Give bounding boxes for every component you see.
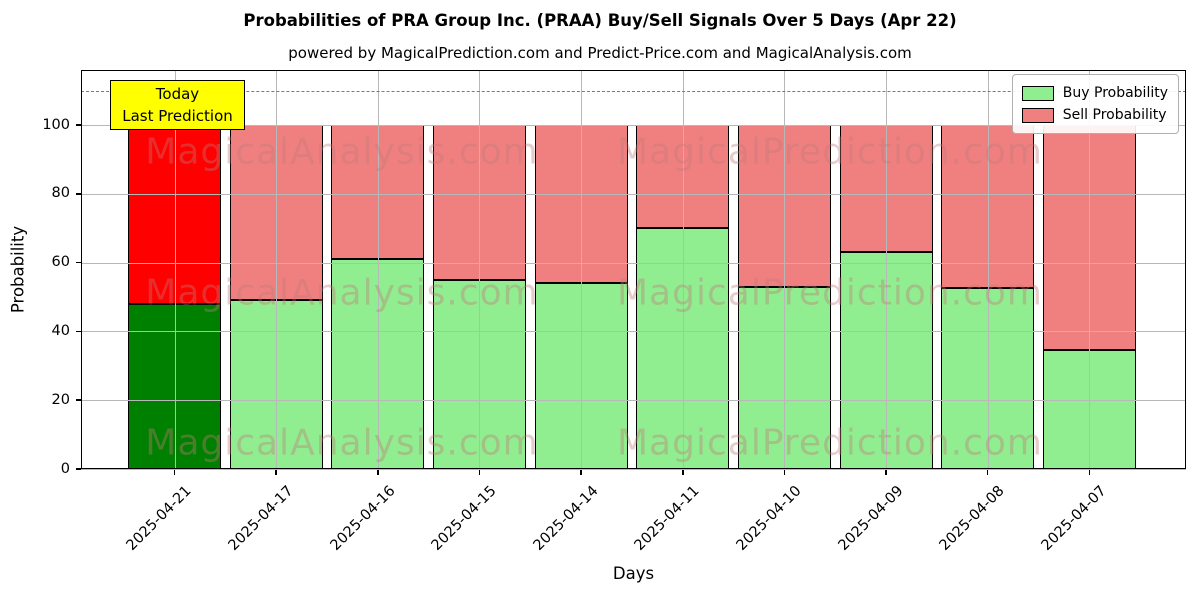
- legend-swatch: [1021, 107, 1054, 123]
- v-gridline: [784, 70, 786, 469]
- dashed-threshold-line: [81, 90, 1186, 92]
- x-tick-mark: [173, 470, 176, 475]
- y-tick-label: 0: [60, 460, 70, 477]
- watermark-text: MagicalAnalysis.com: [145, 422, 539, 464]
- y-tick-mark: [76, 330, 81, 333]
- y-tick-label: 80: [51, 185, 70, 202]
- x-tick-mark: [986, 470, 989, 475]
- v-gridline: [377, 70, 379, 469]
- today-annotation: Today Last Prediction: [110, 80, 245, 131]
- v-gridline: [581, 70, 583, 469]
- x-tick-mark: [885, 470, 887, 475]
- h-gridline: [81, 193, 1186, 195]
- x-tick-label: 2025-04-11: [632, 483, 704, 554]
- h-gridline: [81, 469, 1186, 470]
- chart-subtitle: powered by MagicalPrediction.com and Pre…: [288, 44, 912, 62]
- v-gridline: [886, 70, 888, 469]
- x-tick-mark: [580, 470, 582, 475]
- y-tick-mark: [76, 124, 81, 126]
- annotation-line-2: Last Prediction: [122, 107, 233, 126]
- h-gridline: [81, 125, 1186, 127]
- legend-swatch: [1021, 85, 1054, 101]
- x-tick-mark: [783, 470, 786, 475]
- x-tick-label: 2025-04-17: [225, 483, 297, 554]
- x-tick-label: 2025-04-08: [937, 483, 1009, 554]
- y-tick-label: 100: [42, 116, 70, 133]
- v-gridline: [987, 70, 989, 469]
- y-tick-label: 40: [51, 322, 70, 339]
- x-tick-mark: [682, 470, 684, 475]
- y-tick-label: 60: [51, 254, 70, 271]
- h-gridline: [81, 331, 1186, 333]
- x-tick-label: 2025-04-14: [530, 483, 602, 554]
- chart-title: Probabilities of PRA Group Inc. (PRAA) B…: [243, 11, 957, 30]
- x-tick-mark: [275, 470, 277, 475]
- y-tick-mark: [76, 193, 81, 195]
- annotation-line-1: Today: [155, 85, 200, 103]
- x-tick-label: 2025-04-16: [327, 483, 399, 554]
- y-tick-mark: [76, 468, 81, 470]
- legend-box: Buy Probability Sell Probability: [1011, 74, 1179, 134]
- legend-label: Sell Probability: [1062, 107, 1167, 123]
- y-tick-mark: [76, 399, 81, 401]
- x-tick-label: 2025-04-21: [123, 483, 195, 554]
- plot-area: Today Last Prediction Buy Probability Sel…: [81, 70, 1186, 470]
- watermark-text: MagicalAnalysis.com: [145, 131, 539, 173]
- v-gridline: [1089, 70, 1091, 469]
- watermark-text: MagicalAnalysis.com: [145, 272, 539, 314]
- x-tick-label: 2025-04-07: [1038, 483, 1110, 554]
- x-tick-label: 2025-04-10: [733, 483, 805, 554]
- x-axis-label: Days: [612, 564, 655, 583]
- legend-label: Buy Probability: [1062, 85, 1168, 101]
- x-tick-label: 2025-04-15: [428, 483, 500, 554]
- x-tick-mark: [1088, 470, 1091, 475]
- x-tick-mark: [478, 470, 481, 475]
- y-tick-label: 20: [51, 391, 70, 408]
- y-tick-mark: [76, 261, 81, 264]
- watermark-text: MagicalPrediction.com: [617, 131, 1043, 173]
- x-tick-label: 2025-04-09: [835, 483, 907, 554]
- watermark-text: MagicalPrediction.com: [617, 422, 1043, 464]
- h-gridline: [81, 262, 1186, 264]
- legend-item: Sell Probability: [1021, 104, 1168, 126]
- legend-item: Buy Probability: [1021, 82, 1168, 104]
- v-gridline: [682, 70, 684, 469]
- x-tick-mark: [377, 470, 379, 475]
- v-gridline: [174, 70, 176, 469]
- h-gridline: [81, 400, 1186, 402]
- watermark-text: MagicalPrediction.com: [617, 272, 1043, 314]
- v-gridline: [479, 70, 481, 469]
- v-gridline: [276, 70, 278, 469]
